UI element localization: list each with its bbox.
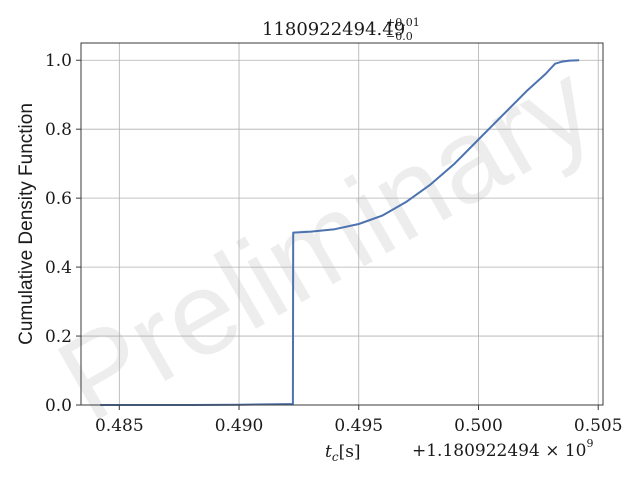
x-axis-symbol: t — [325, 442, 332, 462]
y-tick-label: 0.4 — [45, 258, 72, 278]
x-axis-subscript: c — [332, 450, 339, 464]
y-tick-label: 0.0 — [45, 396, 72, 416]
x-axis-ticks: 0.485 0.490 0.495 0.500 0.505 — [95, 405, 623, 436]
y-axis-label: Cumulative Density Function — [16, 103, 37, 345]
title-value: 1180922494.49 — [262, 19, 405, 40]
offset-exponent: 9 — [587, 437, 594, 450]
chart-title: 1180922494.49 +0.01 −0.0 — [262, 16, 420, 43]
offset-text: +1.180922494 × 10 — [412, 441, 587, 461]
x-axis-unit: [s] — [339, 442, 361, 462]
plot-frame — [80, 42, 604, 406]
title-lower-error: −0.0 — [386, 30, 413, 43]
x-offset-label: +1.180922494 × 109 — [412, 437, 594, 461]
title-upper-error: +0.01 — [386, 16, 420, 29]
x-tick-label: 0.485 — [95, 416, 144, 436]
x-axis-label: tc[s] — [325, 442, 361, 464]
y-tick-label: 0.2 — [45, 327, 72, 347]
svg-text:+1.180922494 × 109: +1.180922494 × 109 — [412, 437, 594, 461]
y-tick-label: 0.8 — [45, 120, 72, 140]
x-tick-label: 0.500 — [454, 416, 503, 436]
y-axis-ticks: 0.0 0.2 0.4 0.6 0.8 1.0 — [45, 51, 81, 416]
x-tick-label: 0.490 — [215, 416, 264, 436]
svg-text:tc[s]: tc[s] — [325, 442, 361, 464]
x-tick-label: 0.505 — [574, 416, 623, 436]
x-tick-label: 0.495 — [334, 416, 383, 436]
y-tick-label: 1.0 — [45, 51, 72, 71]
y-tick-label: 0.6 — [45, 189, 72, 209]
